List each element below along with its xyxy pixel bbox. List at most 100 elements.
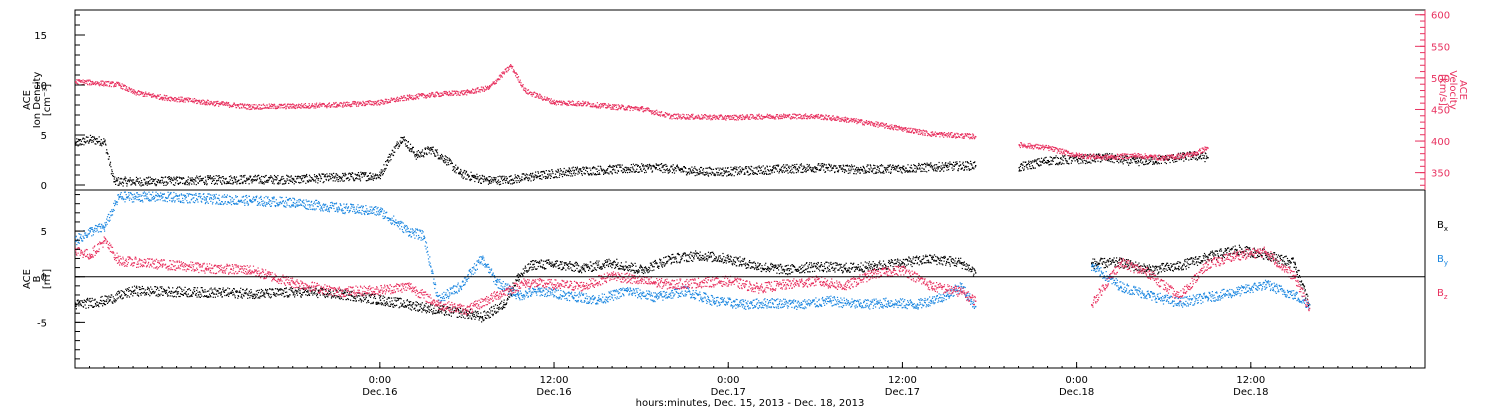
Ion Density-point (475, 178, 478, 180)
Velocity-point (762, 117, 764, 119)
Velocity-point (82, 81, 84, 83)
Ion Density-point (972, 162, 975, 164)
Ion Density-point (1023, 166, 1026, 168)
Velocity-point (141, 91, 143, 93)
Velocity-point (151, 96, 153, 98)
Ion Density-point (804, 167, 806, 169)
Ion Density-point (967, 162, 969, 164)
Ion Density-point (281, 176, 283, 178)
Velocity-point (193, 100, 195, 102)
Ion Density-point (894, 168, 896, 170)
Velocity-point (479, 89, 481, 91)
Ion Density-point (869, 169, 871, 171)
Ion Density-point (360, 173, 362, 176)
Ion Density-point (727, 174, 729, 176)
Ion Density-point (701, 172, 703, 174)
Ion Density-point (814, 166, 816, 168)
Velocity-point (1032, 145, 1034, 147)
Velocity-point (474, 89, 477, 91)
Ion Density-point (736, 174, 739, 176)
Velocity-point (491, 84, 493, 86)
Ion Density-point (1194, 151, 1196, 153)
Ion Density-point (1202, 154, 1204, 156)
Velocity-point (949, 133, 951, 135)
Velocity-point (444, 90, 446, 93)
Velocity-point (198, 101, 200, 103)
Velocity-point (150, 93, 152, 95)
Velocity-point (915, 131, 917, 133)
Ion Density-point (281, 183, 284, 185)
Velocity-point (832, 115, 834, 117)
Ion Density-point (528, 174, 530, 176)
Ion Density-point (1038, 165, 1040, 167)
Ion Density-point (359, 178, 361, 180)
Ion Density-point (121, 178, 123, 180)
Velocity-point (300, 105, 302, 107)
Ion Density-point (412, 146, 414, 148)
Ion Density-point (565, 171, 567, 173)
Ion Density-point (695, 169, 698, 171)
Velocity-point (897, 126, 899, 128)
Ion Density-point (337, 180, 339, 183)
Ion Density-point (350, 174, 352, 176)
Velocity-point (680, 118, 682, 120)
Velocity-point (168, 97, 170, 99)
Velocity-point (127, 88, 129, 90)
Ion Density-point (154, 184, 156, 186)
Velocity-point (369, 100, 372, 102)
Velocity-point (918, 133, 920, 135)
Velocity-point (796, 118, 798, 120)
Velocity-point (428, 95, 430, 98)
Ion Density-point (392, 150, 394, 152)
Ion Density-point (1174, 158, 1176, 160)
Ion Density-point (250, 175, 252, 177)
Velocity-point (526, 92, 528, 94)
Ion Density-point (303, 180, 305, 182)
Velocity-point (494, 83, 496, 85)
Ion Density-point (523, 173, 525, 175)
Velocity-point (663, 114, 665, 116)
Ion Density-point (180, 177, 182, 179)
Velocity-point (765, 116, 767, 118)
Velocity-point (207, 99, 209, 102)
Velocity-point (668, 114, 670, 116)
Velocity-point (437, 93, 440, 95)
Ion Density-point (690, 170, 692, 172)
Velocity-point (524, 87, 526, 89)
Ion Density-point (691, 166, 693, 168)
Ion Density-point (263, 176, 266, 178)
Ion Density-point (189, 182, 191, 184)
Velocity-point (179, 100, 182, 103)
Velocity-point (965, 133, 967, 135)
Velocity-point (249, 108, 251, 111)
Velocity-point (199, 103, 201, 105)
Velocity-point (950, 134, 952, 136)
Ion Density-point (264, 180, 266, 182)
Ion Density-point (497, 179, 500, 181)
Ion Density-point (548, 170, 550, 172)
Velocity-point (451, 92, 453, 94)
Ion Density-point (163, 184, 165, 186)
Ion Density-point (534, 174, 536, 176)
Velocity-point (140, 92, 143, 94)
Ion Density-point (1032, 166, 1034, 168)
Ion Density-point (552, 172, 554, 175)
Ion Density-point (241, 176, 243, 178)
Velocity-point (754, 116, 756, 119)
Velocity-point (189, 98, 192, 100)
Velocity-point (612, 104, 615, 106)
Velocity-point (566, 103, 569, 105)
Ion Density-point (665, 163, 667, 166)
Velocity-point (579, 104, 581, 106)
Velocity-point (88, 79, 90, 81)
Ion Density-point (443, 159, 445, 162)
Ion Density-point (460, 170, 462, 172)
Velocity-point (509, 66, 511, 68)
Velocity-point (510, 64, 512, 66)
Velocity-point (84, 80, 86, 82)
Ion Density-point (1132, 156, 1134, 158)
Ion Density-point (313, 180, 315, 182)
Ion Density-point (884, 168, 886, 170)
Ion Density-point (361, 176, 363, 178)
Velocity-point (902, 130, 904, 132)
